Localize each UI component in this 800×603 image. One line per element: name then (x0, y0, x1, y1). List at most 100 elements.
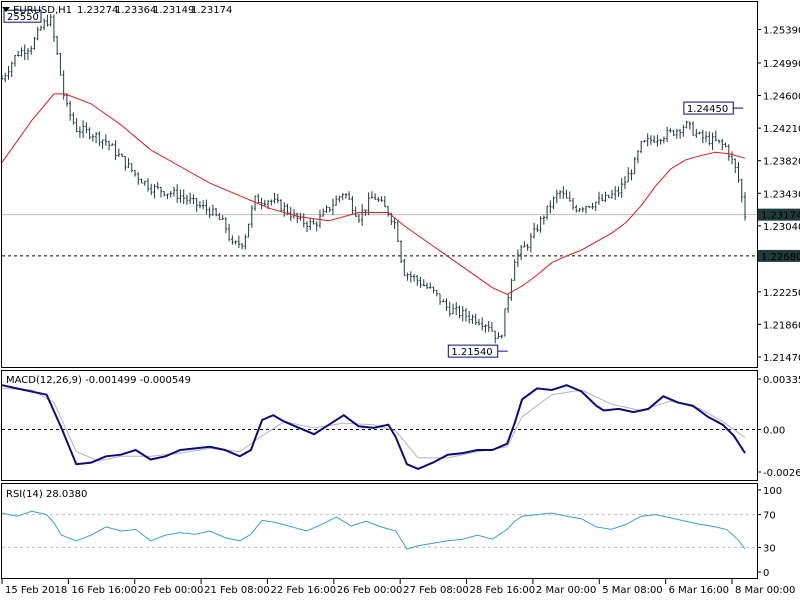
price-bar (458, 305, 461, 319)
price-bar (46, 14, 49, 27)
price-bar (688, 121, 692, 130)
price-bar (620, 178, 623, 198)
price-bar (555, 189, 559, 204)
price-bar (357, 214, 361, 223)
price-bar (743, 192, 747, 221)
time-axis: 15 Feb 2018 16 Feb 16:00 20 Feb 00:00 21 Fe… (1, 579, 795, 596)
price-bar (704, 131, 708, 143)
price-bar (669, 128, 672, 133)
price-bar (169, 191, 172, 198)
price-bar (412, 274, 416, 282)
price-bar (309, 218, 312, 230)
price-bar (730, 151, 734, 165)
price-bar (328, 207, 331, 213)
price-bar (198, 200, 202, 209)
price-bar (665, 126, 669, 142)
price-bar (114, 140, 117, 161)
price-bar (39, 25, 43, 31)
price-bar (364, 209, 367, 216)
price-tick-label: 1.24210 (763, 124, 800, 135)
price-bar (201, 200, 205, 210)
price-bar (678, 129, 682, 139)
price-bar (322, 208, 325, 217)
price-annotation: 1.21540 (447, 344, 508, 358)
price-bar (13, 54, 17, 67)
time-tick-label: 21 Feb 08:00 (204, 585, 270, 596)
price-bar (188, 192, 192, 204)
price-bar (682, 124, 685, 137)
price-bar (652, 135, 656, 144)
macd-tick-label: -0.002692 (763, 468, 800, 479)
price-bar (263, 199, 267, 207)
price-bar (461, 306, 464, 322)
price-bar (549, 200, 552, 214)
macd-indicator: 0.003356 0.00 -0.002692 (1, 375, 800, 479)
price-bar (740, 178, 743, 203)
main-grid (2, 214, 757, 257)
price-bar (451, 303, 455, 315)
price-bar (347, 191, 351, 200)
current-price-tag: 1.23174 (758, 208, 800, 222)
price-bar (438, 293, 442, 305)
price-bar (211, 204, 215, 216)
price-tick-label: 1.22250 (763, 288, 800, 299)
price-bar (153, 184, 156, 199)
price-bar (227, 223, 231, 242)
dropdown-arrow-icon[interactable] (2, 7, 10, 12)
price-bar (717, 139, 721, 144)
price-bar (237, 235, 241, 249)
price-bar (490, 322, 494, 332)
level-price-tag: 1.22680 (758, 249, 800, 263)
price-bar (185, 194, 189, 205)
price-bar (176, 184, 179, 203)
price-bar (312, 219, 315, 225)
price-bar (503, 308, 507, 337)
price-bar (545, 205, 549, 220)
time-tick-label: 27 Feb 08:00 (403, 585, 469, 596)
price-bar (519, 245, 523, 261)
price-bar (568, 191, 571, 202)
price-bar (205, 199, 208, 215)
price-bar (0, 75, 4, 80)
price-bar (633, 157, 636, 175)
price-bar (120, 153, 124, 157)
price-bar (383, 196, 387, 208)
price-bar (468, 310, 471, 324)
price-bar (685, 120, 688, 129)
price-bar (30, 45, 33, 55)
price-bar (208, 207, 211, 218)
price-bar (214, 207, 218, 217)
level-price-tag-text: 1.22680 (761, 252, 800, 263)
price-bar (422, 279, 425, 287)
price-bar (192, 194, 195, 205)
price-bar (182, 189, 185, 204)
rsi-panel-frame (1, 483, 758, 579)
price-bar (711, 132, 714, 150)
price-axis: 1.25390 1.24990 1.24600 1.24210 1.23820 1.234… (757, 26, 800, 364)
price-bar (33, 36, 36, 50)
price-bar (562, 186, 565, 199)
price-bar (273, 192, 276, 204)
rsi-line (1, 510, 746, 550)
price-bar (334, 195, 338, 206)
price-bar (539, 216, 542, 233)
price-bar (10, 61, 13, 77)
ma-line (1, 93, 746, 295)
price-bar (117, 148, 121, 157)
price-bar (626, 167, 630, 183)
time-tick-label: 2 Mar 00:00 (536, 585, 596, 596)
price-bar (526, 243, 529, 251)
price-bar (231, 235, 234, 245)
price-bar (464, 308, 468, 322)
price-bar (234, 240, 237, 245)
price-bar (591, 202, 594, 210)
price-bar (386, 206, 390, 217)
time-tick-label: 8 Mar 00:00 (735, 585, 795, 596)
macd-panel-frame (1, 370, 758, 481)
price-bar (98, 131, 101, 147)
price-bar (542, 215, 546, 225)
price-bar (429, 282, 432, 289)
price-bar (406, 272, 409, 281)
low-value: 1.23149 (153, 5, 194, 16)
price-bar (305, 221, 309, 232)
